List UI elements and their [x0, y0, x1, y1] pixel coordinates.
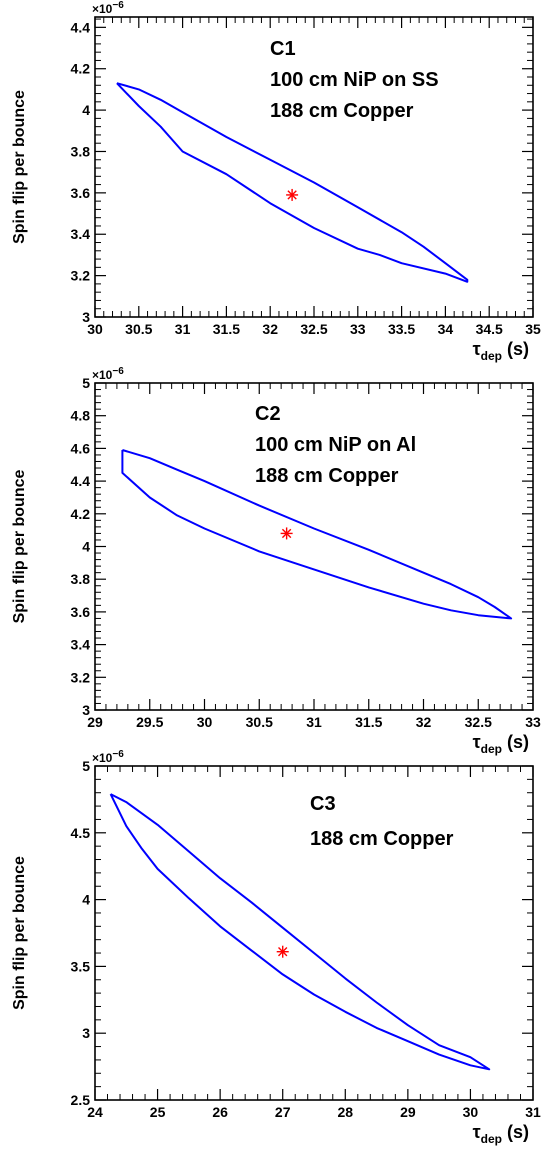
- panel-c1-x-tick-label: 30: [87, 321, 103, 337]
- panel-c1-y-axis-label: Spin flip per bounce: [11, 90, 28, 244]
- panel-c3-annotation-line: 188 cm Copper: [310, 828, 454, 850]
- panel-c3-x-tick-label: 27: [275, 1104, 291, 1120]
- panel-c1-best-fit-stroke: [287, 190, 297, 200]
- panel-c1-x-tick-label: 32: [262, 321, 278, 337]
- panel-c3-y-tick-label: 3.5: [71, 958, 91, 974]
- panel-c3-contour-line: [109, 793, 491, 1071]
- panel-c2-annotation-line: C2: [255, 403, 281, 425]
- panel-c3-y-tick-label: 3: [82, 1025, 90, 1041]
- panel-c3-x-tick-label: 29: [400, 1104, 416, 1120]
- panel-c3-y-axis-label: Spin flip per bounce: [11, 856, 28, 1010]
- panel-c1-y-multiplier: ×10−6: [92, 0, 124, 16]
- panel-c2-x-tick-label: 32: [416, 714, 432, 730]
- panel-c1-annotation-line: 188 cm Copper: [270, 100, 414, 122]
- panel-c1-y-tick-label: 3.8: [71, 143, 91, 159]
- panel-c3-y-multiplier: ×10−6: [92, 749, 124, 765]
- panel-c3-x-axis-label: τdep (s): [473, 1122, 529, 1146]
- panel-c2-y-tick-label: 3: [82, 702, 90, 718]
- panel-c3-best-fit-marker: [276, 945, 289, 958]
- panel-c3-y-tick-label: 4.5: [71, 825, 91, 841]
- panel-c3-y-tick-label: 2.5: [71, 1092, 91, 1108]
- panel-c1: 30 30.5 31 31.5 32 32.5 33 33.5 34 34.5 35 3 3.2 3.4 3…: [11, 0, 541, 363]
- panel-c2-x-tick-label: 29.5: [136, 714, 163, 730]
- panel-c1-best-fit-marker: [286, 188, 299, 201]
- panel-c3-annotation-line: C3: [310, 793, 336, 815]
- panel-c2-annotation-line: 188 cm Copper: [255, 465, 399, 487]
- panel-c1-y-tick-label: 3.2: [71, 268, 91, 284]
- panel-c2-y-tick-label: 4: [82, 539, 90, 555]
- panel-c3-y-tick-label: 5: [82, 758, 90, 774]
- panel-c2-y-tick-label: 4.2: [71, 506, 91, 522]
- panel-c1-x-tick-label: 35: [525, 321, 541, 337]
- panel-c2-y-tick-label: 3.6: [71, 604, 91, 620]
- panel-c1-y-tick-label: 4: [82, 102, 90, 118]
- panel-c2-y-axis-label: Spin flip per bounce: [11, 470, 28, 624]
- panel-c1-x-tick-label: 31.5: [213, 321, 240, 337]
- panel-c2-y-multiplier: ×10−6: [92, 366, 124, 382]
- panel-c3-y-tick-label: 4: [82, 892, 90, 908]
- panel-c2-y-tick-label: 5: [82, 375, 90, 391]
- panel-c2-best-fit-stroke: [281, 528, 292, 539]
- panel-c2-contour-line: [121, 449, 513, 620]
- panel-c2-x-tick-label: 30.5: [246, 714, 273, 730]
- panel-c1-y-tick-label: 4.2: [71, 61, 91, 77]
- panel-c2-x-tick-label: 29: [87, 714, 103, 730]
- panel-c1-annotation-line: 100 cm NiP on SS: [270, 69, 439, 91]
- panel-c1-annotation-line: C1: [270, 38, 296, 60]
- panel-c1-contour-line: [116, 82, 469, 283]
- panel-c1-y-tick-label: 3.4: [71, 226, 91, 242]
- panel-c2-x-axis-label: τdep (s): [473, 732, 529, 756]
- panel-c1-y-tick-label: 4.4: [71, 19, 91, 35]
- panel-c1-x-tick-label: 32.5: [300, 321, 327, 337]
- panel-c3-x-tick-label: 25: [150, 1104, 166, 1120]
- panel-c1-x-tick-label: 30.5: [125, 321, 152, 337]
- panel-c2-best-fit-marker: [280, 527, 293, 540]
- panel-c2: 29 29.5 30 30.5 31 31.5 32 32.5 3333.23.43.63.84…: [11, 366, 541, 756]
- panel-c2-y-tick-label: 4.8: [71, 408, 91, 424]
- panel-c3-best-fit-stroke: [278, 947, 288, 957]
- panel-c2-x-tick-label: 31.5: [355, 714, 382, 730]
- panel-c3-x-tick-label: 31: [525, 1104, 541, 1120]
- panel-c2-x-tick-label: 32.5: [465, 714, 492, 730]
- panel-c1-x-tick-label: 33.5: [388, 321, 415, 337]
- panel-c3-x-tick-label: 26: [212, 1104, 228, 1120]
- panel-c1-x-tick-label: 34.5: [476, 321, 503, 337]
- panel-c1-y-tick-label: 3: [82, 309, 90, 325]
- panel-c1-x-axis-label: τdep (s): [473, 339, 529, 363]
- panel-c2-y-tick-label: 3.8: [71, 571, 91, 587]
- panel-c1-x-tick-label: 31: [175, 321, 191, 337]
- panel-c3-plot-frame: [94, 765, 534, 1101]
- panel-c2-y-tick-label: 4.6: [71, 440, 91, 456]
- panel-c2-y-tick-label: 3.4: [71, 637, 91, 653]
- panel-c2-x-tick-label: 30: [197, 714, 213, 730]
- panel-c2-plot-frame: [94, 382, 534, 711]
- panel-c1-plot-frame: [94, 16, 534, 318]
- panel-c1-y-tick-label: 3.6: [71, 185, 91, 201]
- panel-c2-y-tick-label: 4.4: [71, 473, 91, 489]
- panel-c3-x-tick-label: 24: [87, 1104, 103, 1120]
- panel-c3-x-tick-label: 30: [463, 1104, 479, 1120]
- panel-c2-annotation-line: 100 cm NiP on Al: [255, 434, 416, 456]
- panel-c3: 24 25 26 27 28 29 30 31 2.5 3 3.5 4 4.5 5 ×10−6 Spin fl…: [11, 749, 541, 1146]
- panel-c1-x-tick-label: 34: [438, 321, 454, 337]
- panel-c1-x-tick-label: 33: [350, 321, 366, 337]
- panel-c2-y-tick-label: 3.2: [71, 669, 91, 685]
- panel-c2-x-tick-label: 31: [306, 714, 322, 730]
- panel-c2-x-tick-label: 33: [525, 714, 541, 730]
- panel-c3-x-tick-label: 28: [337, 1104, 353, 1120]
